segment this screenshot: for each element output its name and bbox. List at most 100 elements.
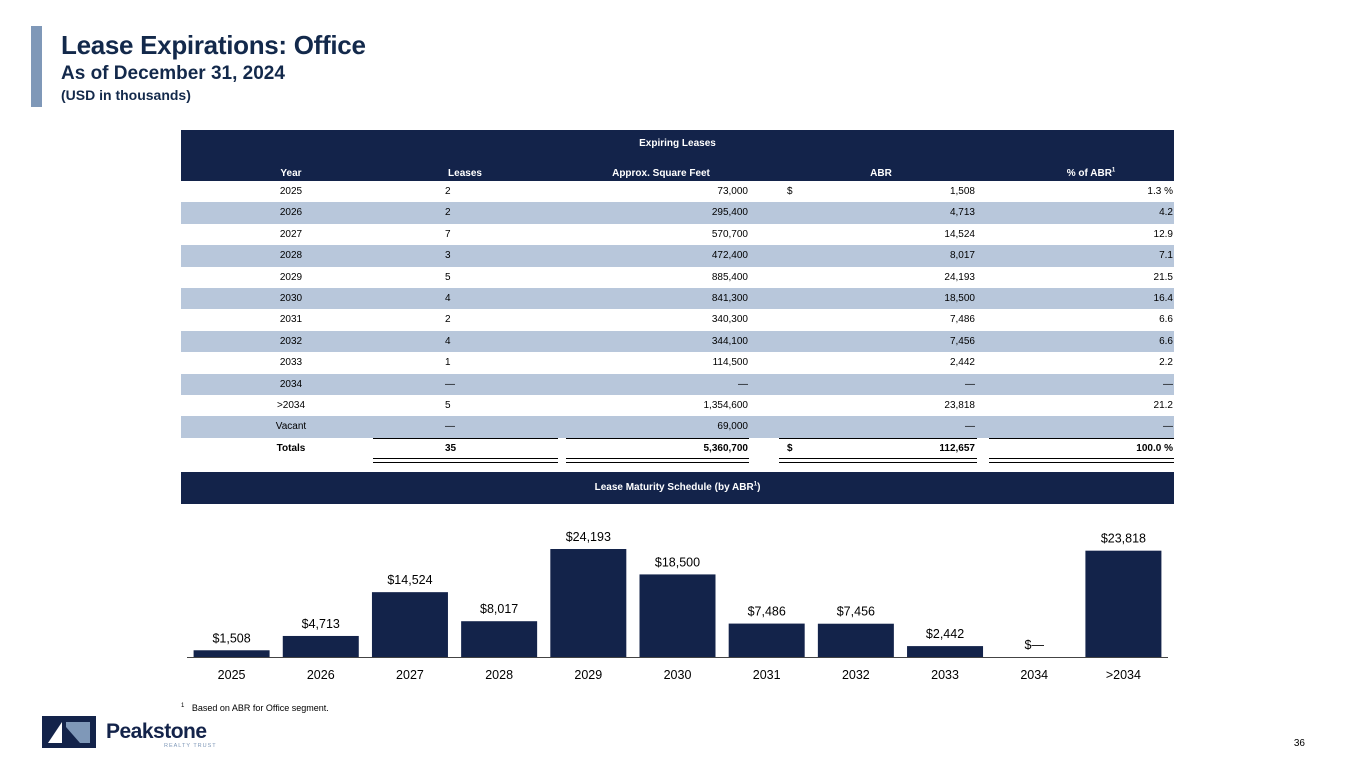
peakstone-logo-icon xyxy=(42,716,96,748)
abr-cell: 18,500 xyxy=(944,292,975,304)
page-subtitle: As of December 31, 2024 xyxy=(61,63,285,84)
sqft-cell: 472,400 xyxy=(711,250,748,262)
chart-x-tick-label: 2027 xyxy=(396,668,424,682)
schedule-title: Lease Maturity Schedule (by ABR xyxy=(594,482,754,493)
logo-wordmark: Peakstone xyxy=(106,720,207,743)
year-cell: 2030 xyxy=(279,292,303,304)
chart-x-tick-label: 2029 xyxy=(574,668,602,682)
chart-x-tick-label: 2025 xyxy=(218,668,246,682)
totals-double-rule xyxy=(779,457,977,463)
chart-bar xyxy=(639,574,716,657)
pct-cell: 6.6 xyxy=(1159,314,1173,326)
schedule-title-bar: Lease Maturity Schedule (by ABR1) xyxy=(181,472,1174,504)
chart-data-label: $7,456 xyxy=(837,605,875,619)
chart-x-tick-label: 2032 xyxy=(842,668,870,682)
leases-cell: 5 xyxy=(445,399,451,411)
totals-double-rule xyxy=(566,457,749,463)
year-cell: >2034 xyxy=(276,399,306,411)
leases-cell: 2 xyxy=(445,186,451,197)
col-abr-header: ABR xyxy=(870,168,892,179)
page-title: Lease Expirations: Office xyxy=(61,30,366,60)
totals-double-rule xyxy=(989,457,1174,463)
col-leases-header: Leases xyxy=(448,168,482,179)
table-row: Vacant — 69,000 — — xyxy=(181,416,1174,438)
table-row: 2033 1 114,500 2,442 2.2 xyxy=(181,352,1174,373)
chart-data-label: $1,508 xyxy=(212,631,250,645)
totals-sqft: 5,360,700 xyxy=(703,442,749,454)
leases-cell: 7 xyxy=(445,228,451,240)
pct-cell: 7.1 xyxy=(1159,250,1173,262)
pct-cell: 12.9 xyxy=(1153,228,1173,240)
abr-cell: 23,818 xyxy=(944,399,975,411)
totals-rule xyxy=(989,437,1174,439)
table-row: 2028 3 472,400 8,017 7.1 xyxy=(181,245,1174,267)
sqft-cell: 1,354,600 xyxy=(703,399,749,411)
chart-data-label: $4,713 xyxy=(302,617,340,631)
col-sqft-header: Approx. Square Feet xyxy=(612,168,710,179)
leases-cell: 1 xyxy=(445,357,451,369)
abr-cell: 4,713 xyxy=(949,207,975,219)
totals-label: Totals xyxy=(276,442,306,454)
totals-leases: 35 xyxy=(445,442,457,454)
leases-cell: 3 xyxy=(445,250,451,262)
abr-cell: 1,508 xyxy=(949,186,975,197)
chart-bar xyxy=(282,635,359,657)
table-row: 2026 2 295,400 4,713 4.2 xyxy=(181,202,1174,224)
pct-cell: 21.2 xyxy=(1153,399,1173,411)
chart-data-label: $2,442 xyxy=(926,627,964,641)
lease-maturity-bar-chart: $1,508 2025 $4,713 2026 $14,524 2027 $8,017 202… xyxy=(187,530,1168,682)
sqft-cell: 73,000 xyxy=(717,186,748,197)
chart-bar xyxy=(193,650,270,657)
chart-bar xyxy=(907,646,984,657)
pct-cell: 2.2 xyxy=(1159,357,1173,369)
pct-cell: — xyxy=(1163,421,1173,433)
col-year-header: Year xyxy=(280,168,302,179)
leases-cell: 5 xyxy=(445,271,451,283)
sqft-cell: — xyxy=(738,378,748,390)
sqft-cell: 841,300 xyxy=(711,292,748,304)
year-cell: 2034 xyxy=(279,378,303,390)
table-row: 2031 2 340,300 7,486 6.6 xyxy=(181,309,1174,330)
table-row: >2034 5 1,354,600 23,818 21.2 xyxy=(181,395,1174,416)
leases-cell: 4 xyxy=(445,292,451,304)
sqft-cell: 885,400 xyxy=(711,271,748,283)
totals-rule xyxy=(373,437,558,439)
totals-double-rule xyxy=(373,457,558,463)
leases-cell: 2 xyxy=(445,314,451,326)
col-pct-header: % of ABR1 xyxy=(1066,167,1116,179)
totals-rule xyxy=(779,437,977,439)
year-cell: 2025 xyxy=(279,186,303,197)
table-row: 2032 4 344,100 7,456 6.6 xyxy=(181,330,1174,353)
abr-cell: 14,524 xyxy=(944,228,975,240)
lease-expiration-table: Expiring Leases Year Leases Approx. Squa… xyxy=(181,130,1174,463)
abr-cell: — xyxy=(965,421,975,433)
sqft-cell: 340,300 xyxy=(711,314,748,326)
footnote: 1 Based on ABR for Office segment. xyxy=(181,703,329,713)
totals-row: Totals 35 5,360,700 $ 112,657 100.0 % xyxy=(181,437,1174,463)
abr-cell: 24,193 xyxy=(944,271,975,283)
chart-x-tick-label: 2034 xyxy=(1020,668,1048,682)
title-accent-bar xyxy=(31,26,42,107)
dollar-sign-cell: $ xyxy=(787,186,793,197)
sqft-cell: 69,000 xyxy=(717,421,748,433)
totals-pct: 100.0 % xyxy=(1136,442,1173,454)
year-cell: 2033 xyxy=(279,357,303,369)
footnote-text: Based on ABR for Office segment. xyxy=(191,703,329,713)
pct-cell: 21.5 xyxy=(1153,271,1173,283)
sqft-cell: 344,100 xyxy=(711,335,748,347)
chart-data-label: $14,524 xyxy=(387,573,432,587)
sqft-cell: 570,700 xyxy=(711,228,748,240)
abr-cell: 8,017 xyxy=(949,250,975,262)
table-row: 2025 2 73,000 $1,508 1.3 % xyxy=(181,181,1174,202)
schedule-footnote-marker: 1 xyxy=(753,481,758,488)
leases-cell: — xyxy=(445,378,455,390)
totals-dollar-sign: $ xyxy=(787,442,793,454)
totals-abr: 112,657 xyxy=(939,442,975,454)
leases-cell: 4 xyxy=(445,335,451,347)
page-number: 36 xyxy=(1293,738,1305,749)
leases-cell: — xyxy=(445,421,455,433)
abr-cell: — xyxy=(965,378,975,390)
abr-cell: 7,486 xyxy=(949,314,975,326)
chart-x-tick-label: >2034 xyxy=(1106,668,1141,682)
year-cell: 2032 xyxy=(279,335,303,347)
